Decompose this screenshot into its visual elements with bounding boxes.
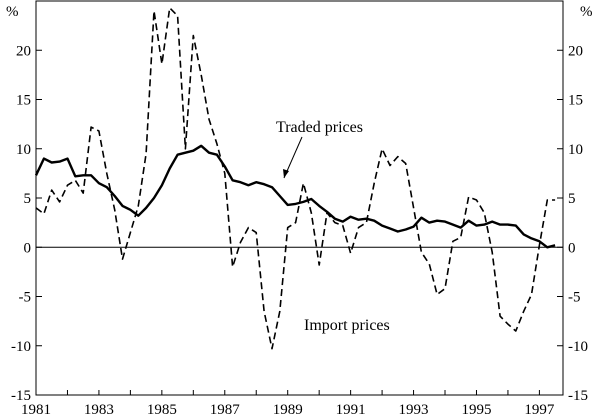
y-tick-label-right: -10: [568, 339, 588, 355]
y-tick-label-left: -10: [11, 339, 31, 355]
series-line-import-prices: [35, 7, 556, 350]
x-tick-label: 1989: [273, 402, 303, 418]
x-tick-label: 1987: [210, 402, 241, 418]
annotation-import-prices: Import prices: [304, 317, 390, 334]
y-tick-label-left: 10: [16, 142, 31, 158]
annotation-traded-prices-arrowhead: [283, 169, 289, 178]
y-tick-label-right: 20: [568, 43, 583, 59]
x-tick-label: 1997: [524, 402, 555, 418]
x-tick-label: 1983: [84, 402, 114, 418]
y-tick-label-right: 10: [568, 142, 583, 158]
y-unit-left: %: [6, 4, 19, 20]
annotation-traded-prices: Traded prices: [276, 119, 363, 136]
y-tick-label-left: 5: [24, 191, 32, 207]
y-tick-label-right: 5: [568, 191, 576, 207]
y-tick-label-right: -15: [568, 388, 588, 404]
y-tick-label-right: 0: [568, 240, 576, 256]
y-tick-label-left: -15: [11, 388, 31, 404]
series-line-traded-prices: [34, 144, 556, 249]
x-tick-label: 1991: [336, 402, 366, 418]
x-tick-label: 1995: [461, 402, 491, 418]
x-tick-label: 1981: [21, 402, 51, 418]
y-tick-label-right: -5: [568, 290, 581, 306]
y-tick-label-right: 15: [568, 93, 583, 109]
y-unit-right: %: [580, 4, 593, 20]
y-tick-label-left: 0: [24, 240, 32, 256]
y-tick-label-left: -5: [19, 290, 32, 306]
y-tick-label-left: 20: [16, 43, 31, 59]
x-tick-label: 1985: [147, 402, 177, 418]
axis-ticks: -15 -15 -10 -10 -5 -5 0 0 5 5 10 10 15 15 20 20 1981 1983…: [11, 43, 588, 418]
series-layer: [34, 7, 556, 350]
y-tick-label-left: 15: [16, 93, 31, 109]
x-tick-label: 1993: [399, 402, 429, 418]
